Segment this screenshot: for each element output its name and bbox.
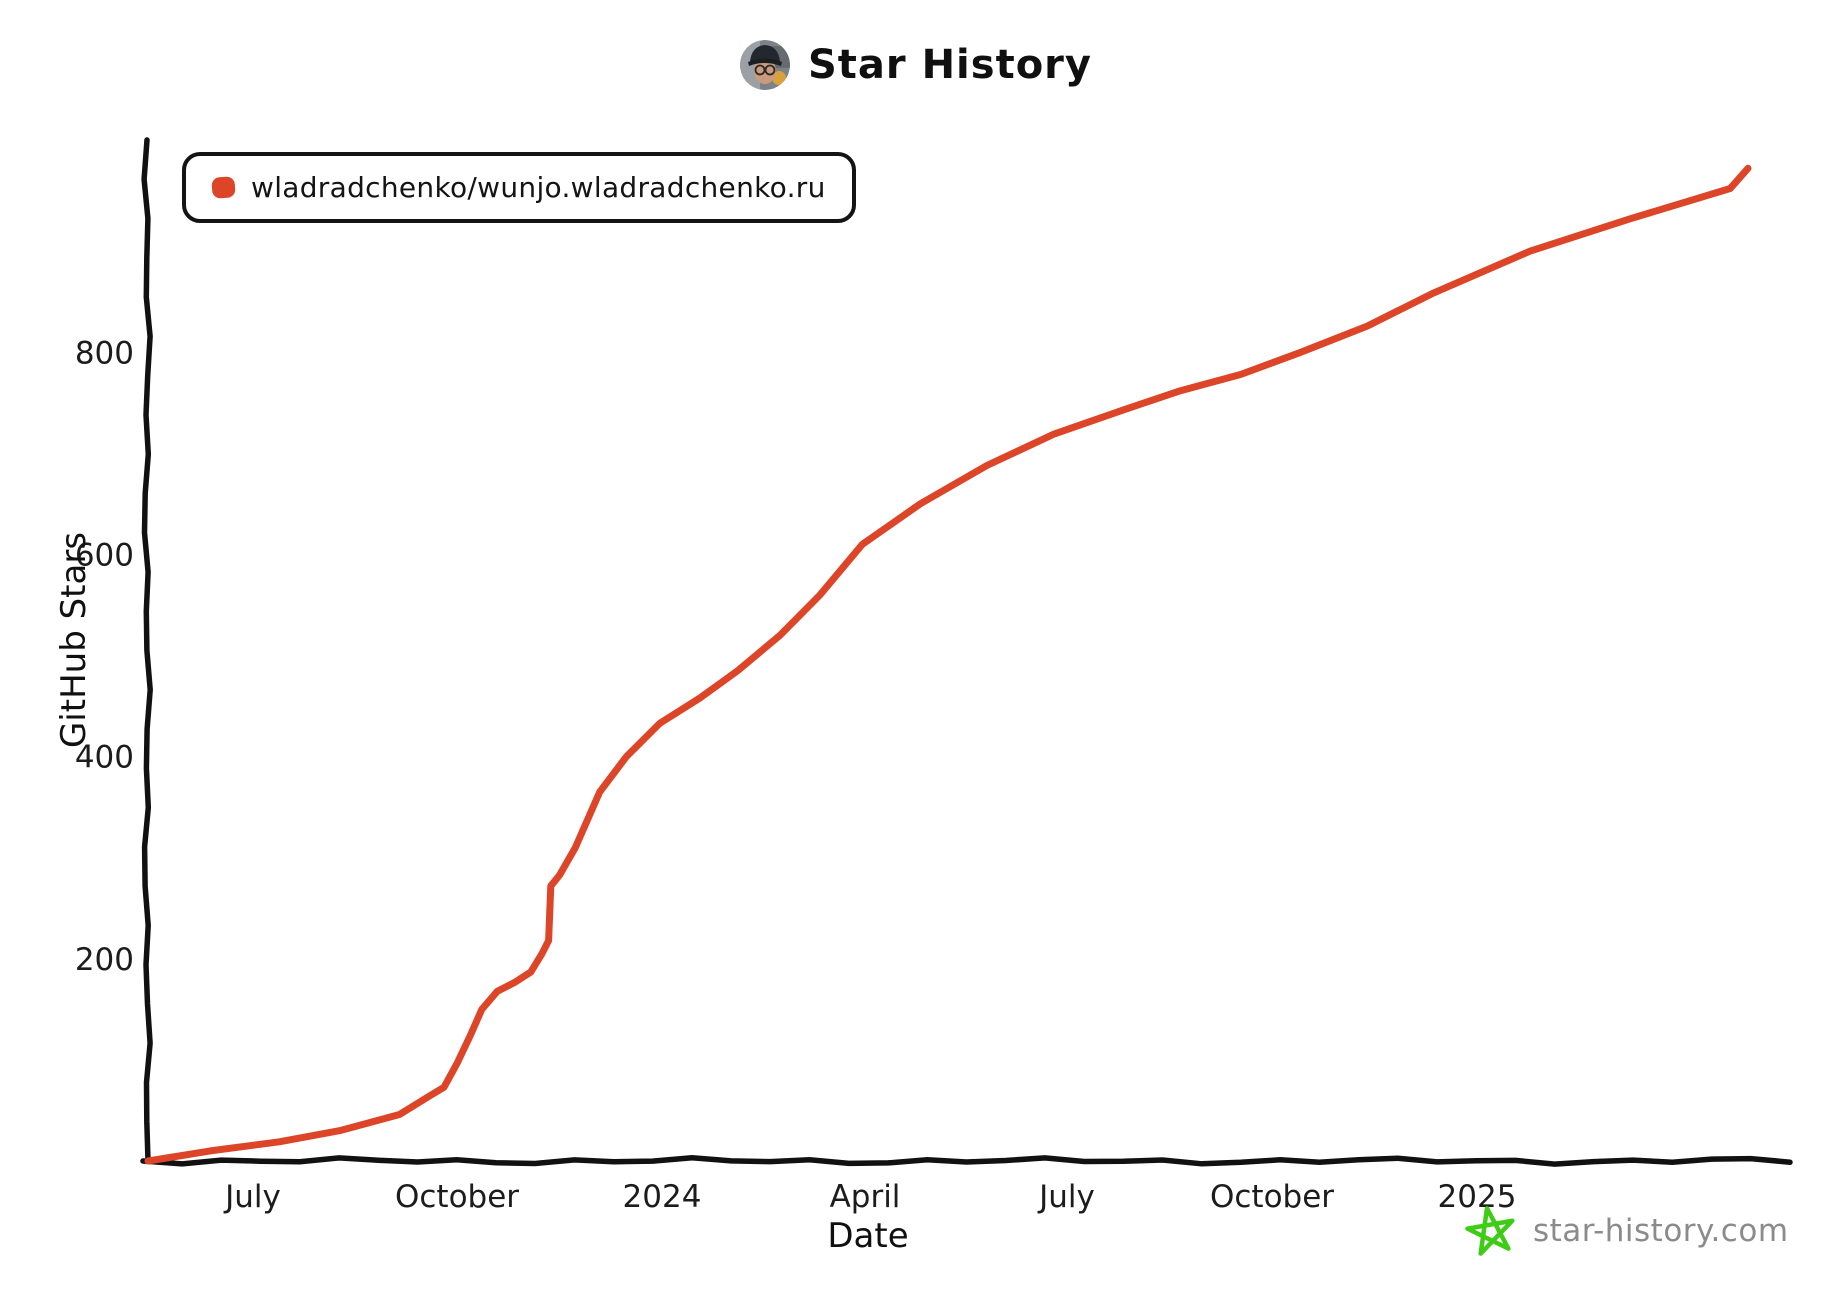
x-tick-label: July: [1037, 1179, 1095, 1215]
star-history-logo-icon: [1465, 1206, 1515, 1256]
y-tick-label: 400: [75, 740, 134, 776]
legend-series-label: wladradchenko/wunjo.wladradchenko.ru: [251, 171, 826, 204]
site-label: star-history.com: [1533, 1213, 1789, 1249]
x-axis-title: Date: [827, 1216, 909, 1256]
page-title: Star History: [808, 42, 1092, 88]
x-tick-label: October: [1210, 1179, 1334, 1215]
y-axis-line: [141, 137, 153, 1164]
chart-header: Star History: [0, 40, 1832, 90]
y-tick-label: 800: [75, 335, 134, 371]
y-tick-label: 600: [75, 537, 134, 573]
y-tick-label: 200: [75, 942, 134, 978]
avatar: [740, 40, 790, 90]
y-axis-title: GitHub Stars: [54, 531, 94, 749]
x-axis-line: [140, 1155, 1793, 1167]
x-tick-label: 2024: [623, 1179, 702, 1215]
site-footer: star-history.com: [1462, 1202, 1789, 1260]
x-tick-label: July: [223, 1179, 281, 1215]
star-history-curve[interactable]: [144, 164, 1752, 1165]
x-tick-label: 2025: [1438, 1179, 1517, 1215]
legend[interactable]: wladradchenko/wunjo.wladradchenko.ru: [182, 152, 856, 223]
x-tick-label: October: [395, 1179, 519, 1215]
x-tick-label: April: [830, 1179, 901, 1215]
